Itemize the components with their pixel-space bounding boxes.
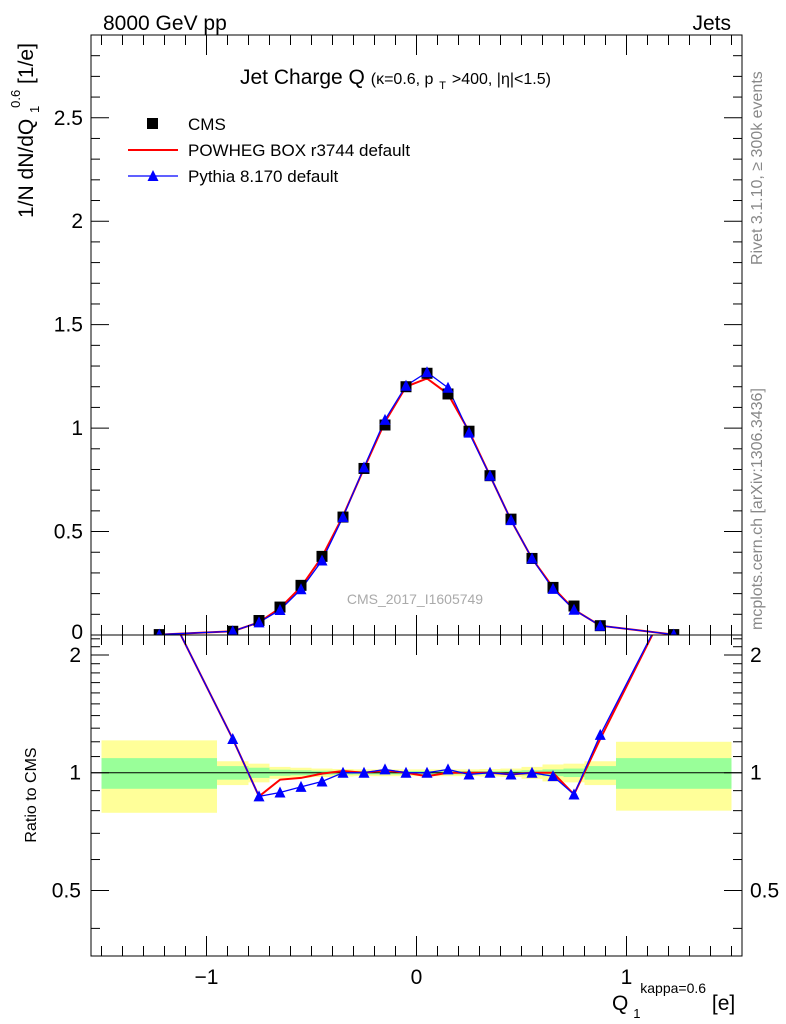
main-y-axis-label-unit: [1/e] (15, 43, 38, 84)
ratio-pythia-point (547, 770, 559, 782)
pythia-data-point (421, 366, 433, 378)
ratio-pythia-point (253, 790, 265, 802)
x-axis-label-sup: kappa=0.6 (640, 980, 706, 996)
ratio-y-tick-label: 2 (69, 644, 81, 667)
pythia-data-point (156, 628, 163, 635)
ratio-series-line-powheg (179, 635, 654, 798)
ratio-series-group (179, 635, 654, 802)
ratio-pythia-point (316, 775, 328, 787)
ratio-y-axis-label: Ratio to CMS (23, 747, 40, 842)
ratio-pythia-point (421, 766, 433, 778)
cms-data-point (442, 388, 454, 400)
main-y-axis-label: 1/N dN/dQ 1 0.6 [1/e] (2, 43, 44, 218)
chart-title-main: Jet Charge Q (240, 66, 365, 89)
ratio-pythia-point (358, 766, 370, 778)
process-label: Jets (692, 12, 731, 35)
pythia-data-point (274, 603, 286, 615)
pythia-data-point (253, 616, 265, 628)
legend-pythia-marker (147, 170, 159, 181)
pythia-data-point (400, 379, 412, 391)
ratio-pythia-point (227, 732, 239, 744)
ratio-pythia-point (295, 780, 307, 792)
pythia-data-point (358, 461, 370, 473)
legend-cms-label: CMS (188, 115, 226, 134)
pythia-data-point (463, 426, 475, 438)
ratio-pythia-point (379, 763, 391, 775)
pythia-data-point (442, 381, 454, 393)
main-y-tick-label: 1.5 (54, 314, 83, 337)
pythia-data-point (484, 469, 496, 481)
pythia-data-point (295, 583, 307, 595)
main-series-group (153, 366, 680, 635)
rivet-label: Rivet 3.1.10, ≥ 300k events (749, 71, 766, 265)
ratio-pythia-point (337, 766, 349, 778)
x-tick-label: −1 (195, 966, 219, 989)
legend: CMS POWHEG BOX r3744 default Pythia 8.17… (128, 115, 410, 186)
ratio-pythia-point (400, 766, 412, 778)
main-y-tick-label: 2 (71, 210, 83, 233)
legend-pythia-label: Pythia 8.170 default (188, 167, 339, 186)
ratio-y-tick-label: 0.5 (52, 879, 81, 902)
ratio-pythia-point (484, 766, 496, 778)
x-tick-label: 1 (621, 966, 633, 989)
x-axis-label-unit: [e] (712, 992, 735, 1015)
chart-title-subscript: T (439, 80, 446, 92)
main-y-axis-label-main: 1/N dN/dQ (15, 119, 38, 218)
ratio-series-line-pythia (180, 635, 653, 798)
chart-title-paren: (κ=0.6, p (371, 71, 434, 88)
pythia-data-point (379, 413, 391, 425)
ratio-pythia-point (505, 768, 517, 780)
mcplots-label: mcplots.cern.ch [arXiv:1306.3436] (749, 388, 766, 630)
cms-data-point (379, 419, 391, 431)
pythia-data-point (316, 554, 328, 566)
main-y-tick-label: 1 (71, 417, 83, 440)
analysis-watermark: CMS_2017_I1605749 (347, 591, 483, 607)
chart-title-rest: >400, |η|<1.5) (452, 71, 551, 88)
pythia-data-point (568, 603, 580, 615)
ratio-pythia-point (463, 768, 475, 780)
ratio-y-tick-label-right: 1 (750, 762, 762, 785)
pythia-data-point (505, 514, 517, 526)
chart-title: Jet Charge Q (κ=0.6, p T >400, |η|<1.5) (240, 66, 551, 94)
x-axis-label-main: Q (612, 992, 628, 1015)
pythia-data-point (337, 511, 349, 523)
main-y-tick-label: 0.5 (54, 521, 83, 544)
x-tick-label: 0 (411, 966, 423, 989)
main-panel: 0.5 1 1.5 2 2.5 0 (54, 34, 743, 644)
ratio-y-tick-label-right: 2 (750, 644, 762, 667)
ratio-pythia-point (442, 763, 454, 775)
ratio-pythia-point (526, 766, 538, 778)
ratio-band-inner (616, 758, 732, 789)
x-axis-label-sub: 1 (633, 1006, 640, 1021)
ratio-band-inner (101, 758, 217, 789)
ratio-pythia-point (594, 728, 606, 740)
ratio-pythia-point (568, 788, 580, 800)
ratio-panel: −1 0 1 0.5 0.5 1 1 2 2 (52, 634, 779, 989)
pythia-data-point (227, 625, 238, 635)
pythia-data-point (526, 552, 538, 564)
x-axis-label: Q 1 kappa=0.6 [e] (612, 975, 735, 1023)
energy-label: 8000 GeV pp (103, 12, 227, 35)
ratio-y-tick-label-right: 0.5 (750, 879, 779, 902)
pythia-data-point (670, 628, 677, 635)
main-y-tick-label-zero: 0 (71, 621, 83, 644)
legend-cms-marker (147, 118, 158, 129)
ratio-y-tick-label: 1 (69, 762, 81, 785)
pythia-data-point (547, 582, 559, 594)
main-y-axis-label-sub: 1 (27, 106, 42, 113)
main-y-axis-label-sup: 0.6 (8, 90, 23, 108)
main-y-tick-label: 2.5 (54, 107, 83, 130)
ratio-pythia-point (274, 786, 286, 798)
legend-powheg-label: POWHEG BOX r3744 default (188, 141, 410, 160)
pythia-data-point (594, 619, 606, 631)
